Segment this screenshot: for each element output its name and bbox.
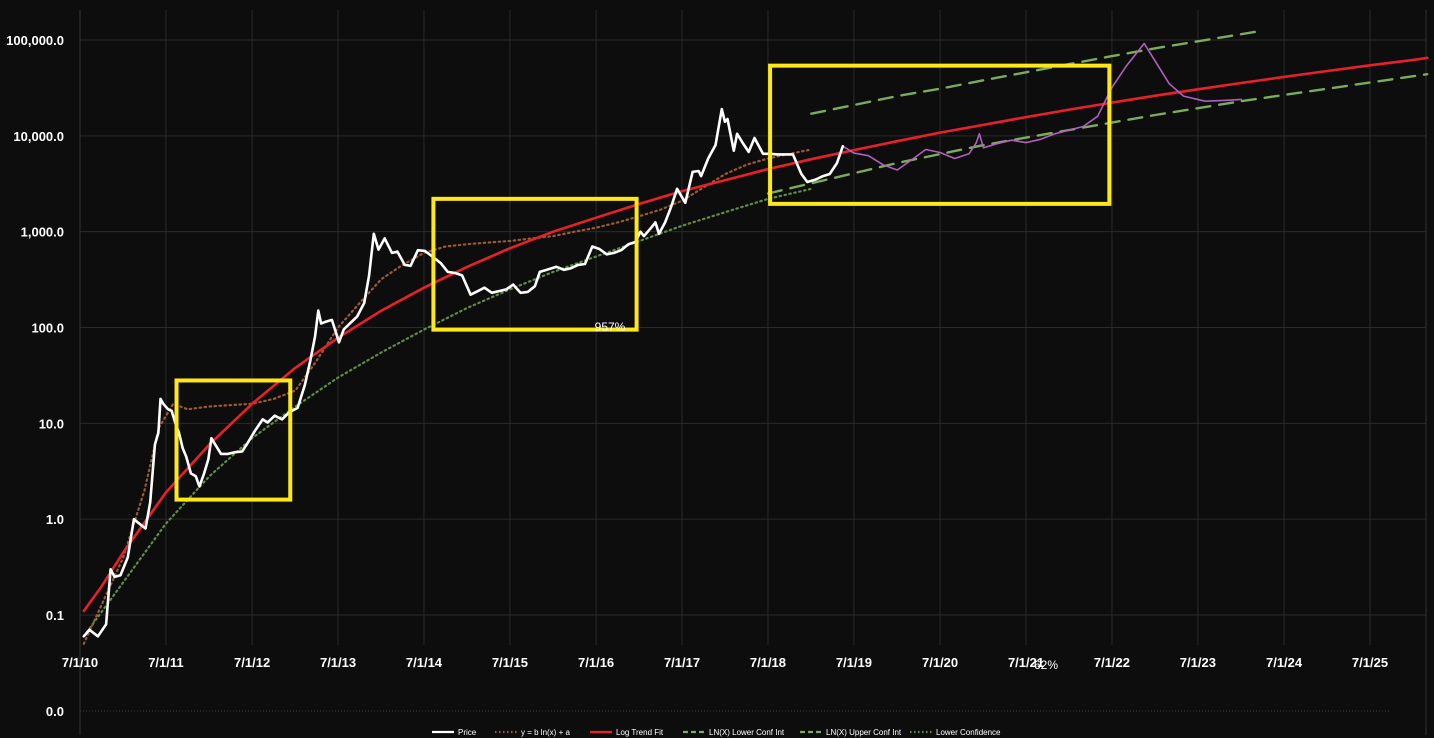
y-tick-label: 10.0: [39, 416, 64, 431]
x-tick-label: 7/1/12: [234, 655, 270, 670]
x-tick-label: 7/1/11: [148, 655, 183, 670]
projection-line: [842, 42, 1242, 171]
highlight-box: [768, 63, 1112, 206]
x-tick-label: 7/1/22: [1094, 655, 1130, 670]
ln-fit-line: [82, 148, 813, 645]
highlight-box: [431, 196, 639, 332]
x-tick-label: 7/1/21: [1008, 655, 1044, 670]
annotation-label: 62%: [1034, 658, 1058, 672]
x-tick-label: 7/1/14: [406, 655, 443, 670]
legend-label: Log Trend Fit: [616, 728, 664, 737]
x-tick-label: 7/1/10: [62, 655, 98, 670]
x-tick-label: 7/1/24: [1266, 655, 1303, 670]
y-tick-label: 10,000.0: [13, 129, 64, 144]
legend-label: LN(X) Lower Conf Int: [709, 728, 785, 737]
y-tick-label: 100.0: [31, 321, 64, 336]
x-tick-label: 7/1/19: [836, 655, 872, 670]
legend-label: LN(X) Upper Conf Int: [826, 728, 902, 737]
x-tick-label: 7/1/13: [320, 655, 356, 670]
x-tick-label: 7/1/18: [750, 655, 786, 670]
legend-label: Price: [458, 728, 477, 737]
annotation-label: 957%: [595, 320, 626, 334]
lower-confidence-line: [82, 187, 813, 638]
legend: Price y = b ln(x) + a Log Trend Fit LN(X) L…: [432, 728, 1001, 737]
x-tick-label: 7/1/23: [1180, 655, 1216, 670]
data-series: [82, 29, 1429, 645]
price-line: [82, 107, 845, 638]
x-tick-label: 7/1/17: [664, 655, 700, 670]
highlight-boxes: [174, 63, 1112, 502]
y-tick-label: 1.0: [46, 512, 64, 527]
y-tick-label: 1,000.0: [21, 225, 64, 240]
y-tick-label: 0.0: [46, 704, 64, 719]
y-tick-label: 100,000.0: [6, 33, 64, 48]
x-axis-tick-labels: 7/1/10 7/1/11 7/1/12 7/1/13 7/1/14 7/1/15 7/1/…: [62, 655, 1388, 670]
x-tick-label: 7/1/16: [578, 655, 614, 670]
legend-label: y = b ln(x) + a: [521, 728, 570, 737]
x-tick-label: 7/1/15: [492, 655, 528, 670]
x-tick-label: 7/1/20: [922, 655, 958, 670]
gridlines: [79, 10, 1427, 735]
log-trend-line: [82, 56, 1429, 613]
highlight-box: [174, 378, 293, 502]
annotations: 957% 62%: [595, 320, 1059, 672]
legend-label: Lower Confidence: [936, 728, 1001, 737]
y-axis-tick-labels: 100,000.0 10,000.0 1,000.0 100.0 10.0 1.0 0.1 0…: [6, 33, 64, 719]
upper-conf-int-line: [810, 29, 1264, 115]
y-tick-label: 0.1: [46, 608, 64, 623]
x-tick-label: 7/1/25: [1352, 655, 1388, 670]
